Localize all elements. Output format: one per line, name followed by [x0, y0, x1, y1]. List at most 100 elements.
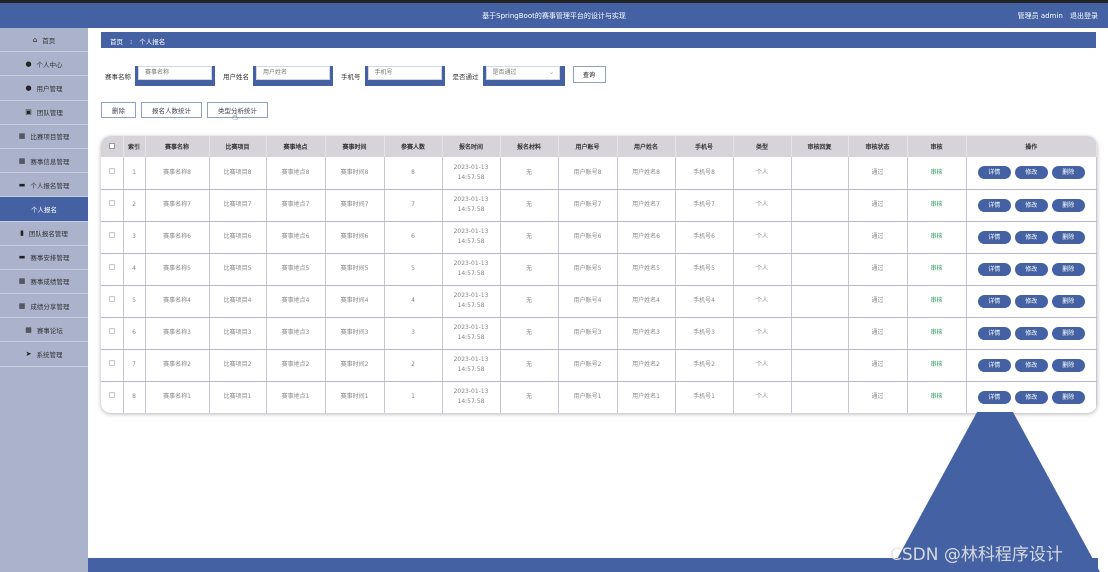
table-row: 3 赛事名称6 比赛项目6 赛事地点6 赛事时间6 6 2023-01-13 14:57:5…	[101, 221, 1097, 254]
edit-button[interactable]: 修改	[1014, 166, 1048, 180]
cell-status: 通过	[848, 221, 908, 254]
row-checkbox[interactable]	[108, 264, 115, 270]
edit-button[interactable]: 修改	[1014, 390, 1048, 404]
cell-material: 无	[500, 285, 559, 318]
cell-uname: 用户姓名1	[617, 381, 676, 413]
cell-name: 赛事名称3	[145, 317, 210, 350]
row-checkbox[interactable]	[108, 200, 115, 206]
row-delete-button[interactable]: 删除	[1051, 294, 1085, 308]
cell-review[interactable]: 审核	[907, 285, 967, 318]
row-checkbox[interactable]	[108, 167, 115, 174]
row-checkbox[interactable]	[108, 232, 115, 238]
sidebar-item-0[interactable]: ⌂ 首页	[0, 28, 88, 53]
sidebar-item-12[interactable]: ▦ 赛事论坛	[0, 318, 88, 343]
sidebar-item-10[interactable]: ▦ 赛事成绩管理	[0, 270, 88, 295]
cell-count: 4	[384, 285, 443, 318]
cell-name: 赛事名称2	[145, 349, 210, 382]
edit-button[interactable]: 修改	[1014, 358, 1048, 372]
breadcrumb-home[interactable]: 首页	[110, 38, 123, 46]
cell-reply	[791, 285, 849, 318]
cell-review[interactable]: 审核	[907, 349, 967, 382]
cell-type: 个人	[733, 157, 792, 190]
sidebar-item-1[interactable]: ● 个人中心	[0, 52, 88, 77]
row-delete-button[interactable]: 删除	[1051, 198, 1085, 212]
user-icon: ●	[25, 59, 32, 68]
cell-time: 赛事时间3	[325, 317, 385, 350]
sidebar-item-3[interactable]: ▣ 团队管理	[0, 101, 88, 125]
select-all-checkbox[interactable]	[108, 142, 115, 149]
sidebar-item-2[interactable]: ● 用户管理	[0, 76, 88, 101]
cell-review[interactable]: 审核	[907, 381, 967, 413]
column-header: 索引	[123, 136, 146, 157]
cell-operations: 详情 修改 删除	[966, 189, 1097, 222]
cell-review[interactable]: 审核	[907, 189, 967, 222]
cell-review[interactable]: 审核	[907, 317, 967, 350]
event-name-input[interactable]	[138, 66, 212, 80]
sidebar-item-4[interactable]: ▦ 比赛项目管理	[0, 125, 88, 149]
sidebar-item-11[interactable]: ▦ 成绩分享管理	[0, 294, 88, 319]
row-checkbox[interactable]	[108, 360, 115, 366]
cell-review[interactable]: 审核	[907, 157, 967, 190]
detail-button[interactable]: 详情	[977, 390, 1011, 404]
column-header: 类型	[733, 136, 792, 157]
row-checkbox[interactable]	[108, 296, 115, 302]
row-delete-button[interactable]: 删除	[1051, 326, 1085, 340]
cell-phone: 手机号5	[675, 253, 734, 286]
logout-link[interactable]: 退出登录	[1070, 12, 1098, 20]
cell-review[interactable]: 审核	[907, 253, 967, 286]
sidebar-item-label: 用户管理	[36, 84, 63, 93]
user-name-input[interactable]	[256, 66, 330, 80]
edit-button[interactable]: 修改	[1014, 262, 1048, 276]
approved-select[interactable]	[485, 66, 560, 80]
row-delete-button[interactable]: 删除	[1051, 358, 1085, 372]
cell-operations: 详情 修改 删除	[966, 349, 1097, 382]
cell-place: 赛事地点4	[266, 285, 326, 318]
phone-label: 手机号	[341, 73, 361, 81]
edit-button[interactable]: 修改	[1014, 294, 1048, 308]
cell-place: 赛事地点8	[266, 157, 326, 190]
sidebar-item-9[interactable]: ▬ 赛事安排管理	[0, 246, 88, 270]
detail-button[interactable]: 详情	[977, 358, 1011, 372]
row-checkbox[interactable]	[108, 328, 115, 334]
sidebar-item-7[interactable]: 个人报名	[0, 197, 88, 222]
user-icon: ●	[25, 83, 32, 92]
phone-input[interactable]	[367, 66, 442, 80]
cell-count: 6	[384, 221, 443, 254]
type-analysis-stats-button[interactable]: 类型分析统计	[207, 102, 268, 118]
detail-button[interactable]: 详情	[977, 326, 1011, 340]
cell-status: 通过	[848, 189, 908, 222]
detail-button[interactable]: 详情	[977, 198, 1011, 212]
detail-button[interactable]: 详情	[977, 230, 1011, 244]
cell-review[interactable]: 审核	[907, 221, 967, 254]
user-area: 管理员 admin 退出登录	[1013, 11, 1098, 21]
cell-time: 赛事时间1	[325, 381, 385, 413]
home-icon: ⌂	[32, 35, 38, 44]
row-delete-button[interactable]: 删除	[1051, 230, 1085, 244]
delete-button[interactable]: 删除	[101, 102, 136, 118]
row-delete-button[interactable]: 删除	[1051, 262, 1085, 276]
edit-button[interactable]: 修改	[1014, 326, 1048, 340]
search-bar: 赛事名称 用户姓名 手机号 是否通过 ⌄ 查询	[105, 65, 606, 86]
signup-count-stats-button[interactable]: 报名人数统计	[141, 102, 202, 118]
sidebar-item-5[interactable]: ▦ 赛事信息管理	[0, 149, 88, 174]
sidebar-item-8[interactable]: ▮ 团队报名管理	[0, 222, 88, 246]
cell-type: 个人	[733, 317, 792, 350]
edit-button[interactable]: 修改	[1014, 198, 1048, 212]
cell-name: 赛事名称7	[145, 189, 210, 222]
cell-material: 无	[500, 381, 559, 413]
row-checkbox[interactable]	[108, 392, 115, 398]
cell-signup: 2023-01-13 14:57:58	[442, 349, 501, 382]
sidebar-item-6[interactable]: ▬ 个人报名管理	[0, 173, 88, 198]
detail-button[interactable]: 详情	[977, 166, 1011, 180]
edit-button[interactable]: 修改	[1014, 230, 1048, 244]
sidebar-item-13[interactable]: ➤ 系统管理	[0, 342, 88, 367]
query-button[interactable]: 查询	[572, 65, 606, 83]
breadcrumb: 首页 ⁝ 个人报名	[101, 32, 1096, 48]
row-delete-button[interactable]: 删除	[1051, 390, 1085, 404]
detail-button[interactable]: 详情	[977, 262, 1011, 276]
row-delete-button[interactable]: 删除	[1051, 166, 1085, 180]
detail-button[interactable]: 详情	[977, 294, 1011, 308]
table-row: 8 赛事名称1 比赛项目1 赛事地点1 赛事时间1 1 2023-01-13 14:57:5…	[101, 381, 1097, 413]
cell-item: 比赛项目7	[209, 189, 267, 222]
cell-place: 赛事地点2	[266, 349, 326, 382]
